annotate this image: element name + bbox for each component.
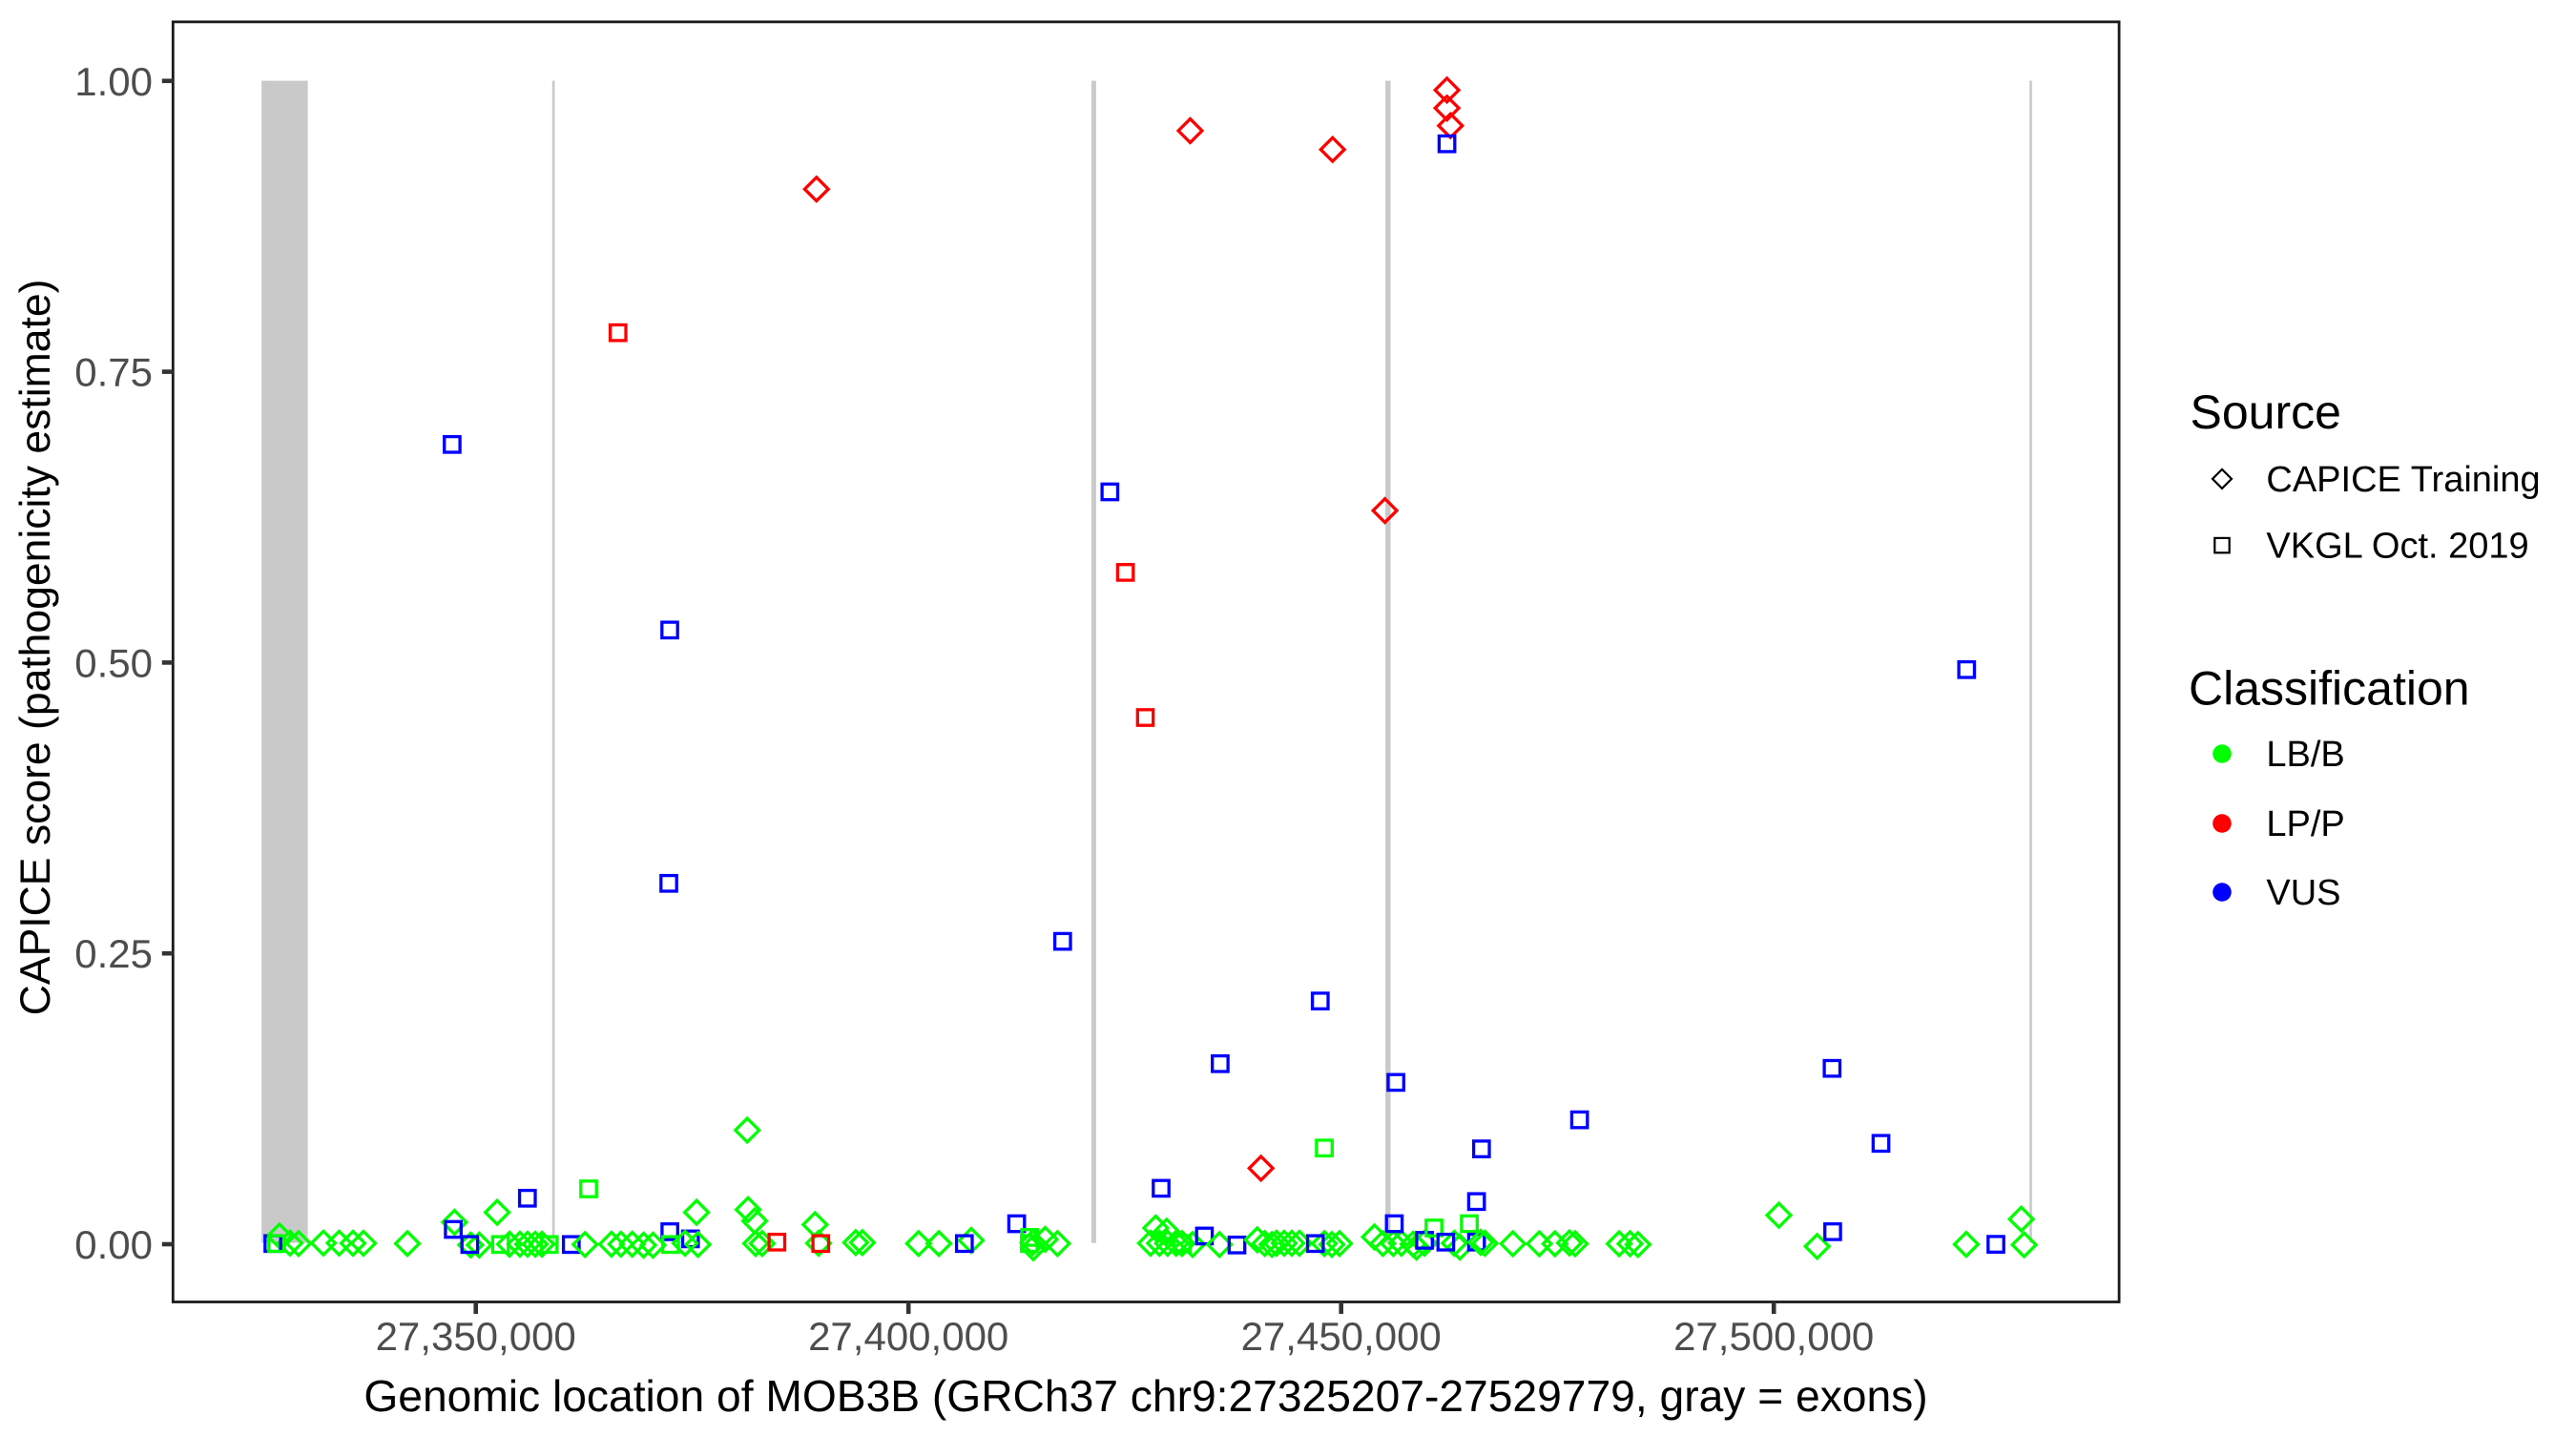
svg-text:LB/B: LB/B	[2266, 735, 2344, 775]
svg-text:VKGL Oct. 2019: VKGL Oct. 2019	[2266, 527, 2528, 567]
svg-text:27,400,000: 27,400,000	[808, 1314, 1008, 1359]
svg-text:0.50: 0.50	[74, 640, 153, 685]
svg-text:CAPICE Training: CAPICE Training	[2266, 460, 2540, 500]
svg-text:Genomic location of MOB3B (GRC: Genomic location of MOB3B (GRCh37 chr9:2…	[364, 1371, 1927, 1421]
svg-text:LP/P: LP/P	[2266, 804, 2344, 844]
svg-text:CAPICE score (pathogenicity es: CAPICE score (pathogenicity estimate)	[12, 280, 59, 1016]
svg-text:27,350,000: 27,350,000	[376, 1314, 576, 1359]
svg-text:0.25: 0.25	[74, 931, 153, 976]
svg-text:VUS: VUS	[2266, 873, 2340, 913]
svg-text:27,450,000: 27,450,000	[1241, 1314, 1442, 1359]
svg-text:0.75: 0.75	[74, 350, 153, 395]
svg-text:27,500,000: 27,500,000	[1673, 1314, 1874, 1359]
svg-text:0.00: 0.00	[74, 1222, 153, 1267]
svg-text:Classification: Classification	[2189, 661, 2470, 715]
svg-text:1.00: 1.00	[74, 59, 153, 104]
svg-text:Source: Source	[2191, 385, 2341, 439]
